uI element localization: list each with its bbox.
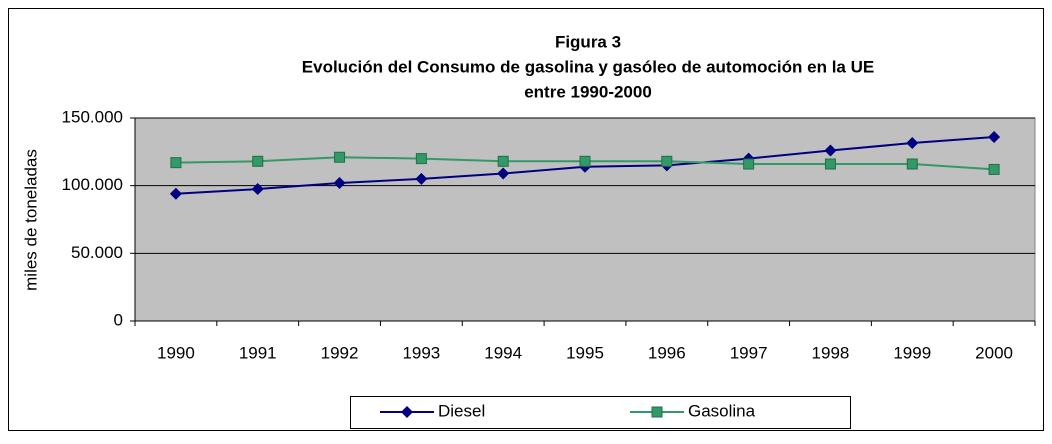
chart-subtitle: Evolución del Consumo de gasolina y gasó… [302, 57, 874, 76]
legend-label: Gasolina [688, 401, 756, 420]
y-tick-label: 150.000 [62, 107, 123, 126]
y-axis-label: miles de toneladas [21, 149, 40, 291]
chart-title: Figura 3 [555, 32, 621, 51]
data-point [579, 155, 591, 167]
data-point [906, 158, 918, 170]
x-tick-label: 2000 [975, 343, 1013, 362]
data-point [988, 130, 1001, 143]
chart-subtitle: entre 1990-2000 [524, 82, 652, 101]
x-tick-label: 1997 [730, 343, 768, 362]
data-point [169, 187, 182, 200]
x-tick-label: 1990 [157, 343, 195, 362]
x-tick-label: 1995 [566, 343, 604, 362]
legend-marker [401, 406, 413, 418]
data-point [497, 155, 509, 167]
x-tick-label: 1992 [321, 343, 359, 362]
data-point [906, 137, 919, 150]
y-tick-label: 50.000 [71, 243, 123, 262]
y-tick-label: 100.000 [62, 175, 123, 194]
data-point [743, 158, 755, 170]
legend-marker [651, 406, 663, 418]
data-point [497, 167, 510, 180]
data-point [988, 163, 1000, 175]
legend-label: Diesel [438, 401, 485, 420]
data-point [252, 155, 264, 167]
data-point [415, 172, 428, 185]
x-tick-label: 1993 [402, 343, 440, 362]
y-tick-label: 0 [114, 310, 123, 329]
x-tick-label: 1996 [648, 343, 686, 362]
data-point [824, 144, 837, 157]
data-point [824, 158, 836, 170]
x-tick-label: 1994 [484, 343, 522, 362]
plot-area [134, 117, 1036, 322]
data-point [661, 155, 673, 167]
data-point [170, 157, 182, 169]
data-point [334, 151, 346, 163]
x-tick-label: 1998 [812, 343, 850, 362]
x-tick-label: 1991 [239, 343, 277, 362]
data-point [415, 153, 427, 165]
data-point [251, 183, 264, 196]
data-point [333, 176, 346, 189]
x-tick-label: 1999 [893, 343, 931, 362]
